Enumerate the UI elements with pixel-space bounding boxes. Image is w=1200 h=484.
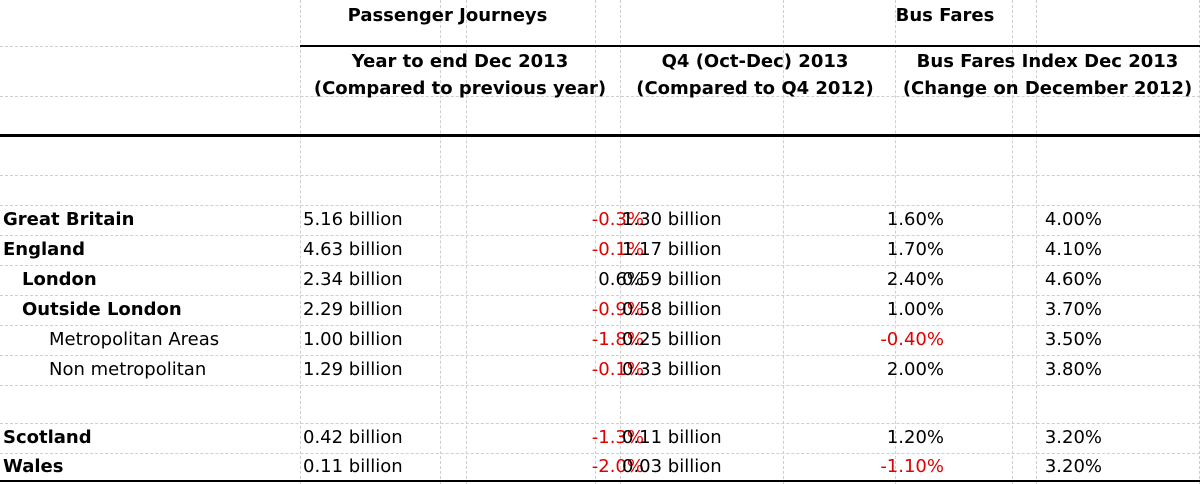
cell: 4.10% [1044, 239, 1102, 260]
rule [300, 45, 1200, 47]
cell: 1.60% [886, 209, 944, 230]
cell: 2.40% [886, 269, 944, 290]
column-header: Year to end Dec 2013 [351, 51, 569, 72]
row-label: Great Britain [3, 209, 135, 230]
cell: 0.59 billion [622, 269, 722, 290]
cell: 2.29 billion [303, 299, 403, 320]
grid-line [895, 0, 896, 484]
column-header: (Change on December 2012) [902, 78, 1193, 99]
cell: 3.20% [1044, 456, 1102, 477]
cell: 2.00% [886, 359, 944, 380]
cell: 1.70% [886, 239, 944, 260]
cell: 4.00% [1044, 209, 1102, 230]
row-label: Scotland [3, 427, 92, 448]
cell: 3.20% [1044, 427, 1102, 448]
group-header: Passenger Journeys [347, 5, 548, 26]
column-header: (Compared to Q4 2012) [636, 78, 874, 99]
grid-line [620, 0, 621, 484]
cell: -0.9% [591, 299, 644, 320]
cell: -2.0% [591, 456, 644, 477]
cell: 0.42 billion [303, 427, 403, 448]
grid-line [0, 235, 1200, 236]
grid-line [1012, 0, 1013, 484]
group-header: Bus Fares [895, 5, 995, 26]
cell: 1.00 billion [303, 329, 403, 350]
column-header: Bus Fares Index Dec 2013 [916, 51, 1179, 72]
grid-line [0, 453, 1200, 454]
cell: 1.30 billion [622, 209, 722, 230]
grid-line [466, 0, 467, 484]
column-header: Q4 (Oct-Dec) 2013 [661, 51, 849, 72]
cell: 0.11 billion [303, 456, 403, 477]
rule [0, 134, 1200, 137]
grid-line [0, 96, 1200, 97]
cell: 0.25 billion [622, 329, 722, 350]
grid-line [0, 265, 1200, 266]
cell: 4.60% [1044, 269, 1102, 290]
row-label: Metropolitan Areas [49, 329, 220, 350]
cell: 3.80% [1044, 359, 1102, 380]
cell: -0.3% [591, 209, 644, 230]
cell: 1.29 billion [303, 359, 403, 380]
cell: -1.10% [880, 456, 944, 477]
grid-line [1036, 0, 1037, 484]
cell: -1.3% [591, 427, 644, 448]
cell: 1.00% [886, 299, 944, 320]
cell: 1.20% [886, 427, 944, 448]
cell: -0.1% [591, 359, 644, 380]
row-label: England [3, 239, 86, 260]
grid-line [0, 205, 1200, 206]
cell: 0.6% [598, 269, 644, 290]
row-label: Non metropolitan [49, 359, 207, 380]
grid-line [0, 295, 1200, 296]
grid-line [0, 175, 1200, 176]
cell: -0.1% [591, 239, 644, 260]
grid-line [0, 355, 1200, 356]
grid-line [783, 0, 784, 484]
column-header: (Compared to previous year) [313, 78, 607, 99]
grid-line [0, 325, 1200, 326]
cell: 0.03 billion [622, 456, 722, 477]
row-label: London [22, 269, 97, 290]
grid-line [0, 385, 1200, 386]
row-label: Wales [3, 456, 64, 477]
cell: -0.40% [880, 329, 944, 350]
grid-line [300, 0, 301, 484]
cell: 0.33 billion [622, 359, 722, 380]
cell: 3.70% [1044, 299, 1102, 320]
cell: 2.34 billion [303, 269, 403, 290]
grid-line [595, 0, 596, 484]
cell: 0.11 billion [622, 427, 722, 448]
cell: 3.50% [1044, 329, 1102, 350]
cell: 1.17 billion [622, 239, 722, 260]
cell: -1.8% [591, 329, 644, 350]
rule [0, 480, 1200, 482]
grid-line [440, 0, 441, 484]
row-label: Outside London [22, 299, 182, 320]
cell: 5.16 billion [303, 209, 403, 230]
grid-line [0, 423, 1200, 424]
cell: 4.63 billion [303, 239, 403, 260]
cell: 0.58 billion [622, 299, 722, 320]
